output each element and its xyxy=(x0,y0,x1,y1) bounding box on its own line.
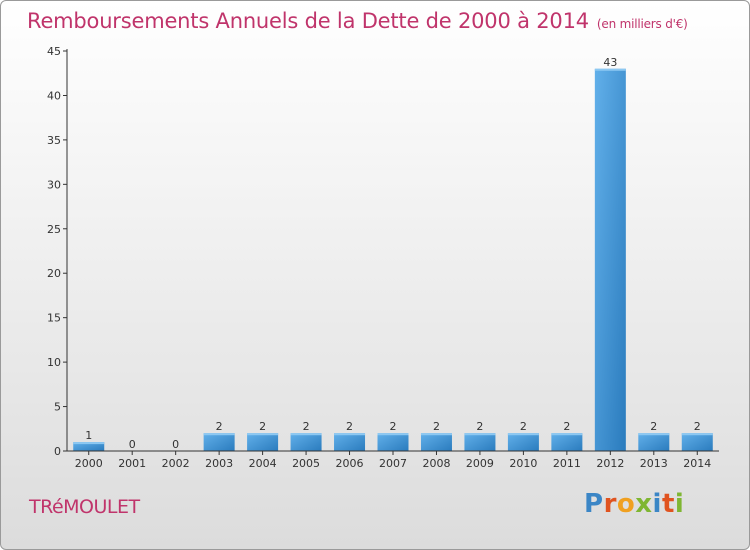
y-tick-label: 15 xyxy=(47,312,61,325)
bar xyxy=(290,433,322,451)
bar-value-label: 2 xyxy=(216,420,223,433)
bar-value-label: 2 xyxy=(433,420,440,433)
x-tick-label: 2014 xyxy=(683,457,711,470)
chart-title-text: Remboursements Annuels de la Dette de 20… xyxy=(27,9,589,33)
bar-value-label: 0 xyxy=(172,438,179,451)
x-tick-label: 2000 xyxy=(75,457,103,470)
bar xyxy=(203,433,235,451)
x-tick-label: 2007 xyxy=(379,457,407,470)
x-tick-label: 2003 xyxy=(205,457,233,470)
commune-name: TRéMOULET xyxy=(29,496,140,518)
bar xyxy=(551,433,583,451)
y-tick-label: 45 xyxy=(47,45,61,58)
x-tick-label: 2013 xyxy=(640,457,668,470)
bar xyxy=(377,433,409,451)
x-tick-label: 2002 xyxy=(162,457,190,470)
bar-highlight xyxy=(420,433,452,436)
y-tick-label: 5 xyxy=(54,401,61,414)
bar-value-label: 2 xyxy=(476,420,483,433)
bar-highlight xyxy=(203,433,235,436)
x-tick-label: 2004 xyxy=(249,457,277,470)
bar-highlight xyxy=(464,433,496,436)
bar xyxy=(507,433,539,451)
bar-value-label: 43 xyxy=(603,56,617,69)
bar-value-label: 2 xyxy=(650,420,657,433)
y-tick-label: 40 xyxy=(47,89,61,102)
x-tick-label: 2008 xyxy=(422,457,450,470)
x-tick-label: 2009 xyxy=(466,457,494,470)
bar-highlight xyxy=(247,433,279,436)
bar-highlight xyxy=(334,433,366,436)
bar xyxy=(464,433,496,451)
bar xyxy=(420,433,452,451)
x-tick-label: 2010 xyxy=(509,457,537,470)
bar-highlight xyxy=(638,433,670,436)
x-tick-label: 2011 xyxy=(553,457,581,470)
bar xyxy=(73,442,105,451)
bar xyxy=(247,433,279,451)
logo-letter: o xyxy=(616,489,636,519)
bar-value-label: 2 xyxy=(346,420,353,433)
bar-value-label: 2 xyxy=(563,420,570,433)
bar-highlight xyxy=(551,433,583,436)
logo-letter: i xyxy=(652,489,662,519)
bar-value-label: 1 xyxy=(85,429,92,442)
bar xyxy=(594,68,626,452)
logo-letter: x xyxy=(635,489,653,519)
logo-letter: r xyxy=(603,489,617,519)
bar-value-label: 2 xyxy=(303,420,310,433)
bar-highlight xyxy=(290,433,322,436)
x-tick-label: 2001 xyxy=(118,457,146,470)
bar xyxy=(334,433,366,451)
chart-unit: (en milliers d'€) xyxy=(596,17,688,31)
bar xyxy=(638,433,670,451)
x-tick-label: 2012 xyxy=(596,457,624,470)
y-tick-label: 20 xyxy=(47,267,61,280)
bar-value-label: 0 xyxy=(129,438,136,451)
bar-value-label: 2 xyxy=(390,420,397,433)
y-tick-label: 10 xyxy=(47,356,61,369)
y-tick-label: 30 xyxy=(47,178,61,191)
bar-value-label: 2 xyxy=(694,420,701,433)
y-tick-label: 0 xyxy=(54,445,61,458)
bar-value-label: 2 xyxy=(259,420,266,433)
y-tick-label: 35 xyxy=(47,134,61,147)
bar-highlight xyxy=(681,433,713,436)
bar-highlight xyxy=(73,442,105,445)
bar-highlight xyxy=(377,433,409,436)
bar-highlight xyxy=(507,433,539,436)
logo-letter: i xyxy=(674,489,685,519)
logo-letter: P xyxy=(584,489,604,519)
y-tick-label: 25 xyxy=(47,223,61,236)
x-tick-label: 2006 xyxy=(336,457,364,470)
bar-highlight xyxy=(594,68,626,71)
logo-letter: t xyxy=(661,489,675,519)
bar-value-label: 2 xyxy=(520,420,527,433)
x-tick-label: 2005 xyxy=(292,457,320,470)
bar xyxy=(681,433,713,451)
proxiti-logo: Proxiti xyxy=(584,489,684,519)
bars-group: 1 0 0 2 2 2 2 2 2 2 2 2 43 2 2 xyxy=(73,56,713,452)
chart-title: Remboursements Annuels de la Dette de 20… xyxy=(27,9,688,33)
